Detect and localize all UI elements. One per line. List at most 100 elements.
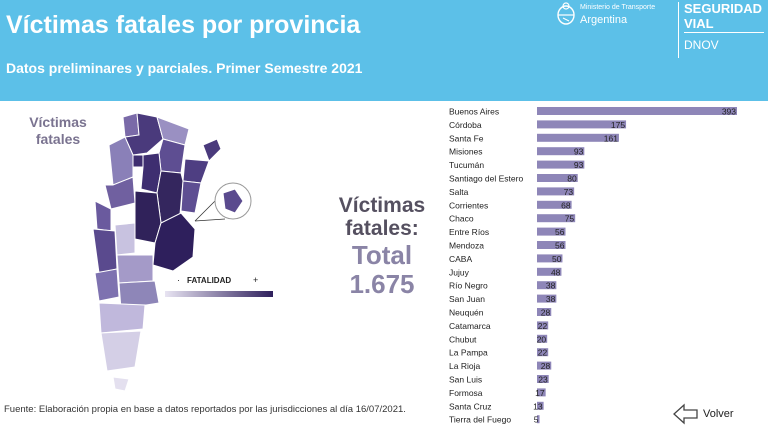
bar	[537, 334, 548, 343]
bar	[537, 281, 557, 290]
bar	[537, 308, 552, 316]
ministry-country: Argentina	[580, 14, 628, 26]
bar	[537, 401, 544, 410]
caba-callout-line-2	[194, 218, 226, 222]
bar	[537, 187, 575, 196]
bar-category-label: Mendoza	[449, 241, 484, 251]
bar-value-label: 56	[555, 227, 565, 237]
region-buenos-aires[interactable]	[152, 212, 196, 272]
region-tucuman[interactable]	[132, 154, 144, 168]
bar	[537, 348, 549, 357]
bar-category-label: Misiones	[449, 147, 483, 157]
bar-category-label: Chaco	[449, 214, 474, 224]
bar-category-label: Corrientes	[449, 200, 488, 210]
bar-value-label: 23	[538, 375, 548, 385]
map-label-line2: fatales	[35, 131, 81, 147]
region-san-juan[interactable]	[94, 200, 112, 232]
bar	[537, 120, 627, 129]
region-formosa[interactable]	[156, 116, 190, 146]
region-neuquen[interactable]	[94, 268, 120, 302]
bar-category-label: Tucumán	[449, 160, 484, 170]
region-rio-negro[interactable]	[118, 280, 160, 310]
region-catamarca[interactable]	[108, 136, 134, 186]
bar-category-label: Córdoba	[449, 120, 482, 130]
bar-category-label: Formosa	[449, 388, 483, 398]
bar	[537, 200, 572, 209]
bar-category-label: La Pampa	[449, 348, 488, 358]
bar	[537, 133, 619, 142]
legend-min-marker: ·	[177, 275, 180, 285]
bar-value-label: 48	[551, 267, 561, 277]
page-title: Víctimas fatales por provincia	[6, 11, 361, 39]
region-santa-cruz[interactable]	[100, 330, 142, 372]
bar	[537, 160, 585, 169]
brand-vial: VIAL	[684, 16, 714, 31]
bar	[537, 321, 549, 330]
ministry-logo: Ministerio de Transporte Argentina	[556, 2, 674, 28]
bar-value-label: 50	[552, 254, 562, 264]
bar-category-label: Jujuy	[449, 267, 470, 277]
total-value: 1.675	[349, 269, 415, 299]
bar-value-label: 80	[567, 174, 577, 184]
bar-value-label: 22	[538, 348, 548, 358]
map-label-line1: Víctimas	[29, 114, 87, 130]
bar-category-label: San Juan	[449, 294, 485, 304]
region-chaco[interactable]	[158, 138, 186, 174]
bar-value-label: 28	[541, 361, 551, 371]
region-la-pampa[interactable]	[116, 254, 154, 284]
region-entre-rios[interactable]	[180, 180, 202, 214]
legend-gradient-bar	[165, 291, 273, 297]
brand-dnov: DNOV	[684, 38, 719, 52]
page-subtitle: Datos preliminares y parciales. Primer S…	[6, 60, 363, 76]
bar-value-label: 5	[534, 415, 539, 425]
arrow-left-icon	[673, 403, 698, 425]
bar-category-label: Santa Cruz	[449, 401, 492, 411]
region-jujuy[interactable]	[122, 112, 140, 138]
logo-divider	[678, 2, 679, 58]
bar-category-label: CABA	[449, 254, 472, 264]
bar-value-label: 13	[533, 401, 543, 411]
region-san-luis[interactable]	[114, 222, 136, 256]
bar-value-label: 22	[538, 321, 548, 331]
brand-seguridad: SEGURIDAD	[684, 1, 763, 16]
bar	[537, 375, 549, 383]
bar	[537, 361, 552, 370]
bar-value-label: 38	[546, 294, 556, 304]
bar-value-label: 56	[555, 241, 565, 251]
bar-category-label: Santa Fe	[449, 133, 484, 143]
bar-category-label: Salta	[449, 187, 469, 197]
argentina-map	[92, 112, 252, 392]
bar-value-label: 17	[535, 388, 545, 398]
total-label-line2: fatales:	[345, 217, 419, 240]
bar	[537, 294, 557, 303]
bar-category-label: Entre Ríos	[449, 227, 489, 237]
region-mendoza[interactable]	[92, 228, 118, 274]
bar-category-label: Tierra del Fuego	[449, 415, 511, 425]
region-caba[interactable]	[222, 188, 244, 214]
back-button[interactable]: Volver	[673, 403, 753, 427]
region-chubut[interactable]	[98, 302, 146, 334]
coat-of-arms-icon	[557, 2, 575, 25]
bar	[537, 241, 566, 249]
region-corrientes[interactable]	[182, 158, 210, 184]
region-tierra-del-fuego[interactable]	[112, 376, 130, 392]
bar	[537, 107, 737, 115]
brand-divider	[684, 32, 764, 33]
bar-value-label: 93	[574, 147, 584, 157]
bar-value-label: 28	[541, 308, 551, 318]
source-note: Fuente: Elaboración propia en base a dat…	[4, 404, 406, 415]
bar-value-label: 68	[561, 200, 571, 210]
bar	[537, 415, 540, 424]
bar-category-label: Chubut	[449, 334, 477, 344]
region-misiones[interactable]	[202, 138, 222, 162]
bar	[537, 147, 585, 156]
region-la-rioja[interactable]	[104, 176, 136, 210]
bar	[537, 214, 576, 223]
bar	[537, 254, 563, 263]
bar-category-label: Buenos Aires	[449, 107, 499, 117]
map-legend: · FATALIDAD +	[165, 275, 273, 297]
bar-value-label: 75	[565, 214, 575, 224]
bar-category-label: Catamarca	[449, 321, 491, 331]
bar-value-label: 393	[722, 107, 736, 117]
